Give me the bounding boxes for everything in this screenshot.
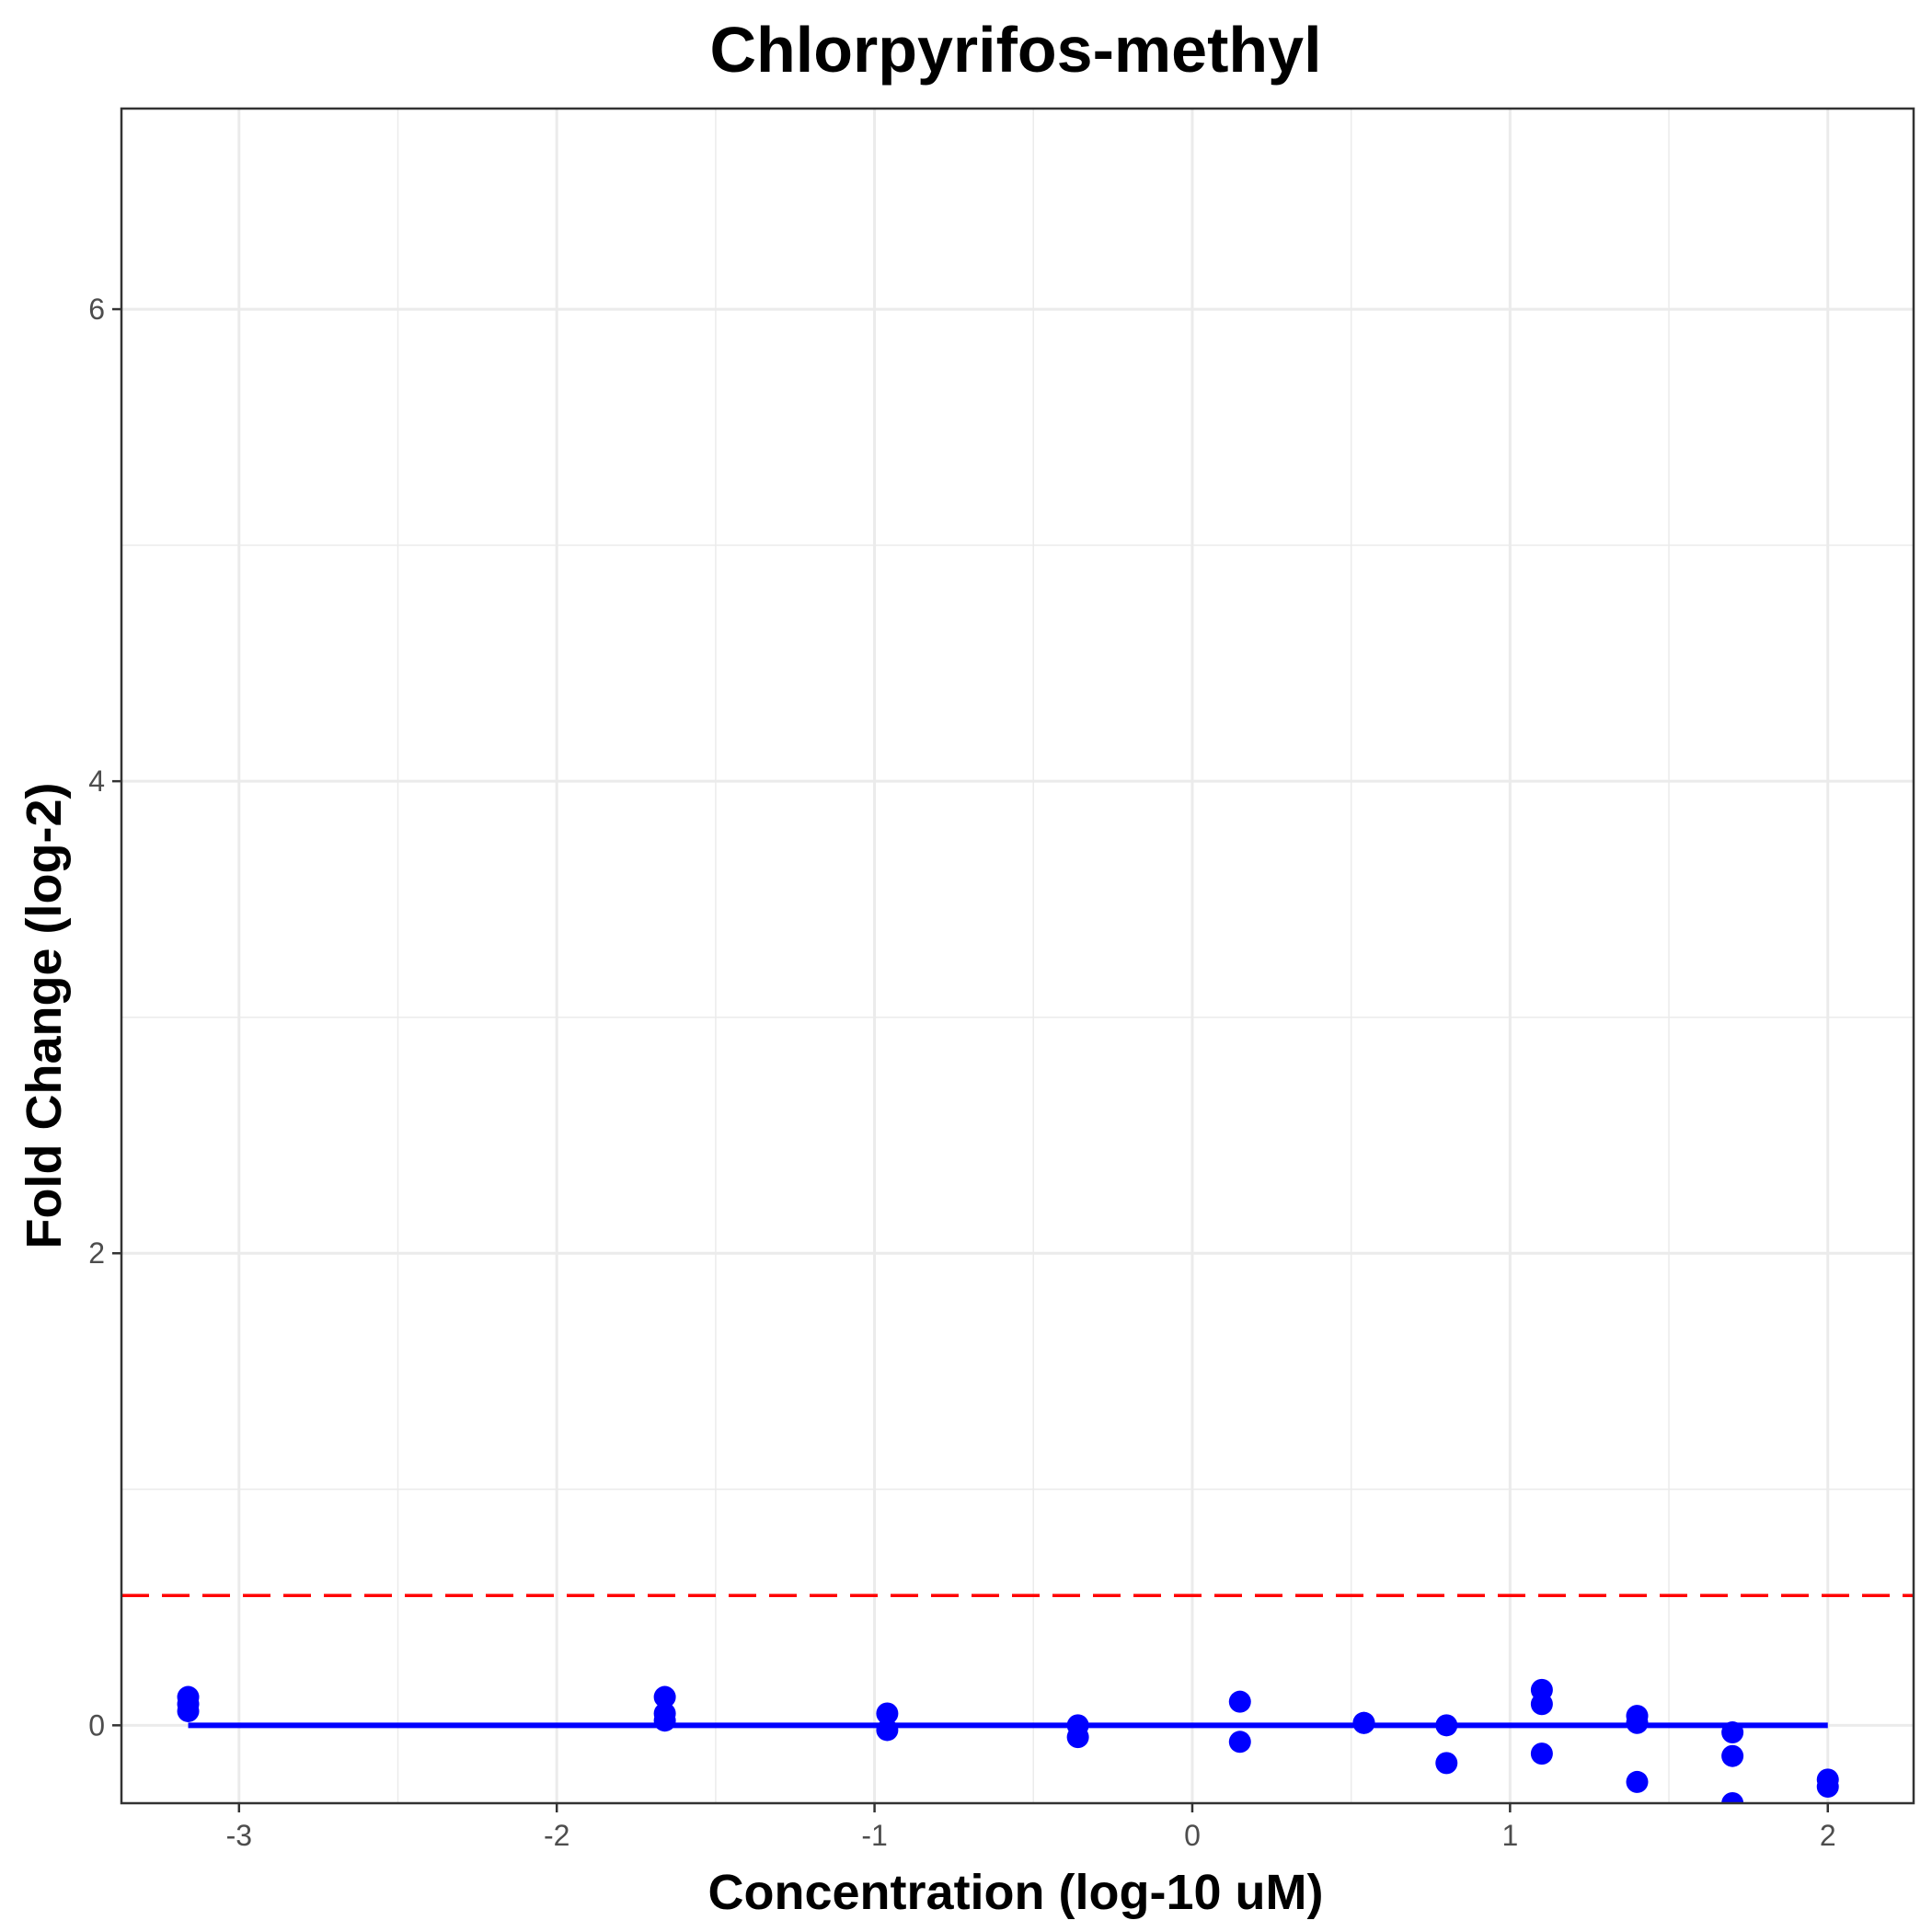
y-tick-label: 4	[88, 765, 105, 798]
major-gridlines	[121, 109, 1914, 1803]
data-point	[876, 1702, 899, 1725]
data-point	[1816, 1776, 1839, 1799]
y-tick-label: 0	[88, 1708, 105, 1742]
y-tick-label: 6	[88, 293, 105, 326]
data-point	[1435, 1752, 1458, 1775]
data-point	[1435, 1714, 1458, 1737]
x-tick-label: -3	[226, 1819, 252, 1852]
x-tick-label: 2	[1820, 1819, 1836, 1852]
data-point	[1228, 1731, 1251, 1754]
x-tick-label: -1	[861, 1819, 887, 1852]
data-point	[177, 1699, 200, 1722]
data-point	[1721, 1744, 1744, 1767]
x-tick-label: 0	[1184, 1819, 1201, 1852]
data-point	[653, 1685, 676, 1708]
data-point	[1721, 1792, 1744, 1803]
data-point	[876, 1719, 899, 1742]
y-axis-title: Fold Change (log-2)	[17, 783, 72, 1249]
x-tick-label: -2	[544, 1819, 569, 1852]
x-tick-label: 1	[1501, 1819, 1518, 1852]
y-tick-label: 2	[88, 1236, 105, 1270]
data-point	[1530, 1693, 1553, 1716]
panel-border	[120, 107, 1915, 1805]
data-point	[1530, 1742, 1553, 1765]
data-point	[1626, 1711, 1649, 1734]
chart-title: Chlorpyrifos-methyl	[709, 14, 1321, 86]
data-point	[1626, 1770, 1649, 1793]
data-point	[1352, 1711, 1375, 1734]
minor-gridlines	[121, 109, 1914, 1803]
data-point	[1066, 1726, 1089, 1749]
data-points	[177, 1678, 1839, 1803]
x-axis-ticks: -3 -2 -1 0 1 2	[226, 1803, 1836, 1852]
y-axis-ticks: 0 2 4 6	[88, 293, 121, 1742]
data-point	[653, 1709, 676, 1732]
data-point	[1721, 1721, 1744, 1744]
x-axis-title: Concentration (log-10 uM)	[708, 1865, 1324, 1920]
data-point	[1228, 1690, 1251, 1713]
